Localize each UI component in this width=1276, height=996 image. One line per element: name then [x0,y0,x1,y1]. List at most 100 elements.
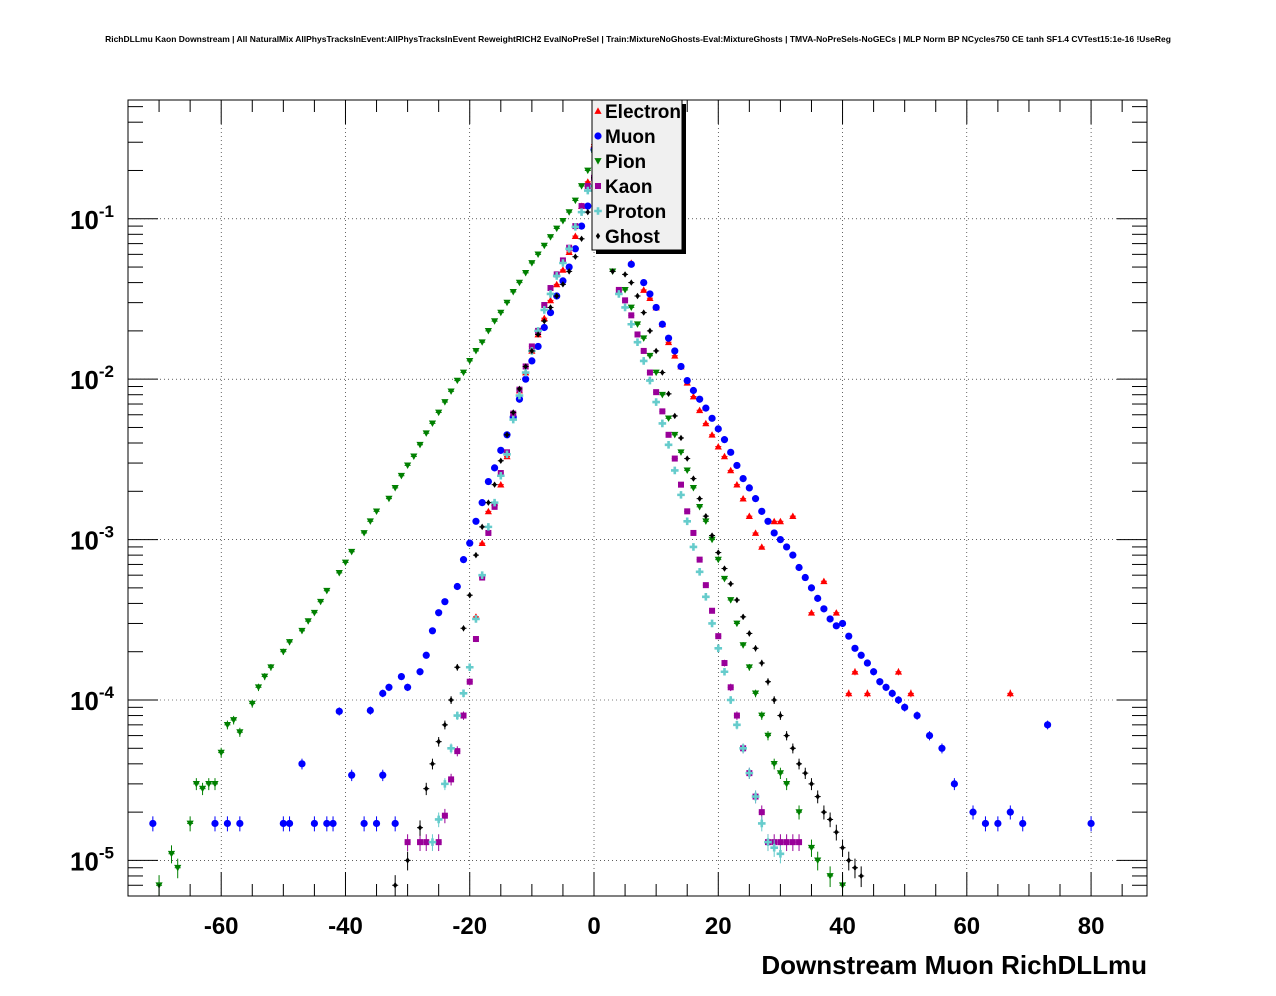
data-point [664,440,673,449]
data-point [459,689,468,698]
data-point [511,409,516,416]
data-point [759,659,764,667]
data-point [585,208,590,216]
data-point [397,472,405,480]
data-point [517,385,522,393]
data-point [747,630,752,637]
data-point [540,242,548,250]
data-point [646,376,654,385]
data-point [447,388,455,395]
data-point [715,633,722,640]
data-point [684,508,691,515]
data-point [379,689,387,697]
data-point [832,622,840,630]
data-point [714,442,722,450]
data-point [733,461,741,470]
data-point [702,592,710,601]
data-point [405,857,410,864]
data-point [621,303,629,312]
data-point [385,495,393,503]
data-point [664,415,673,422]
data-point [664,334,673,342]
data-point [497,309,505,317]
data-point [770,843,778,852]
data-point [584,202,592,210]
data-point [778,712,783,719]
data-point [876,678,884,686]
data-point [472,636,479,643]
data-point [691,475,696,482]
axes: -60 -40 -20 0 20 40 60 80 10-1 10-2 10-3 10-4 10-5 [70,100,1147,940]
data-point [484,328,492,335]
data-point [279,648,287,656]
data-point [659,408,666,415]
data-point [838,619,847,628]
data-point [727,448,735,456]
series-proton [428,182,785,864]
data-point [683,376,691,385]
legend-marker [594,132,602,140]
data-point [622,297,629,304]
y-tick-label: 10-2 [70,362,114,395]
data-point [981,819,990,828]
data-point [745,484,753,492]
data-point [329,819,337,828]
data-point [223,819,232,828]
data-point [503,450,511,459]
data-point [689,543,698,551]
data-point [820,577,828,585]
data-point [634,331,641,338]
data-point [448,776,455,783]
data-point [870,668,878,676]
chart-title: RichDLLmu Kaon Downstream | All NaturalM… [105,34,1171,44]
data-point [372,819,381,828]
data-point [416,441,424,449]
data-point [790,745,796,752]
data-point [366,706,374,715]
data-point [689,392,698,400]
data-point [777,839,784,846]
data-point [795,563,803,572]
data-point [435,409,443,417]
data-point [894,696,903,704]
data-point [633,321,642,328]
data-point [640,335,648,342]
data-point [236,729,244,736]
data-point [428,838,437,846]
data-point [639,357,648,365]
data-point [722,565,727,572]
data-point [671,352,679,359]
data-point [709,532,715,539]
data-point [521,368,530,377]
data-point [490,498,499,507]
data-point [784,732,789,739]
x-tick-label: -40 [328,913,363,940]
data-point [720,436,729,444]
data-point [733,721,741,729]
data-point [465,663,474,672]
data-point [826,615,834,623]
data-point [504,431,510,439]
data-point [758,507,766,515]
legend-marker [594,158,602,165]
data-point [565,263,573,271]
data-point [646,352,654,360]
data-point [789,551,797,559]
data-point [577,222,586,230]
data-point [267,664,275,671]
data-point [758,712,766,720]
data-point [640,278,648,287]
data-point [478,539,486,547]
y-tick-label: 10-1 [70,202,114,235]
data-point [541,302,548,309]
data-point [503,299,511,307]
legend-label: Muon [605,127,656,148]
x-tick-label: -60 [204,913,239,940]
data-point [484,507,492,515]
data-point [360,530,368,537]
data-point [571,223,580,231]
data-point [540,323,548,332]
data-point [523,363,528,370]
data-point [486,499,491,506]
